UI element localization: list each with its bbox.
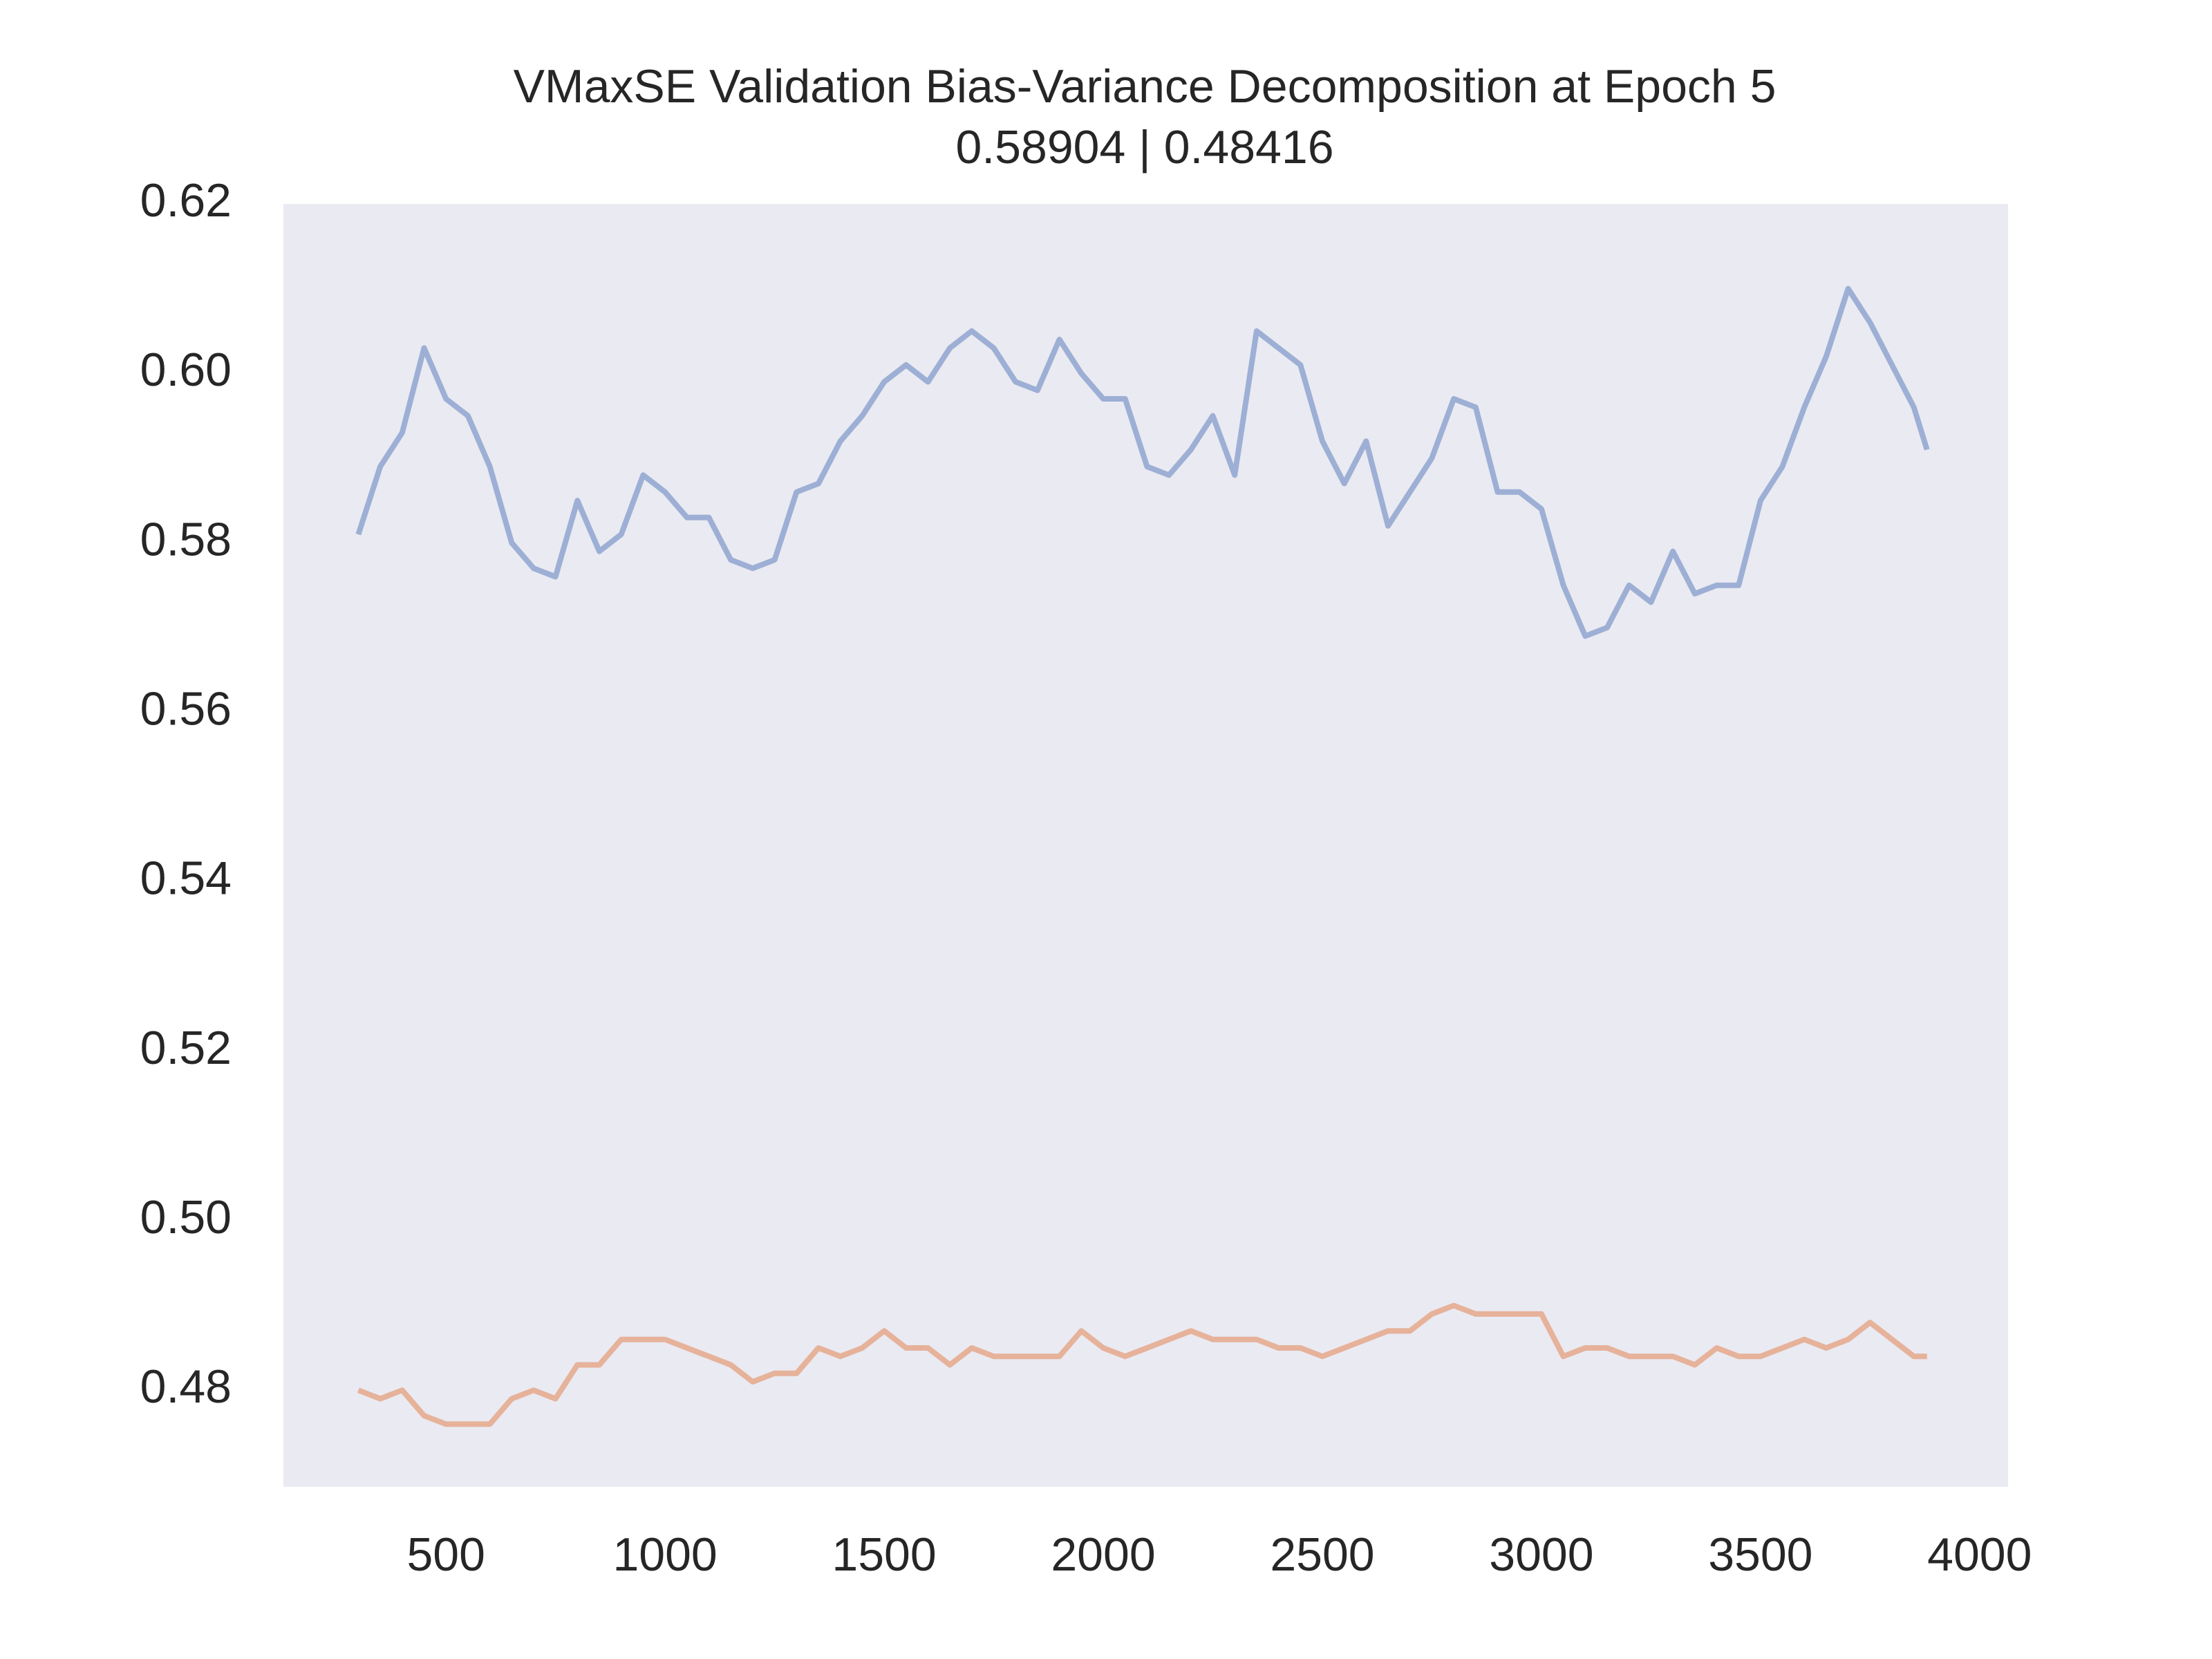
- chart-title: VMaxSE Validation Bias-Variance Decompos…: [514, 60, 1777, 113]
- y-tick-label: 0.60: [140, 344, 232, 396]
- x-tick-label: 500: [406, 1528, 485, 1581]
- y-tick-label: 0.52: [140, 1022, 232, 1074]
- x-tick-label: 3500: [1708, 1528, 1812, 1581]
- chart-subtitle: 0.58904 | 0.48416: [955, 121, 1333, 174]
- data-line: [355, 285, 1930, 639]
- y-tick-label: 0.50: [140, 1191, 232, 1244]
- x-tick-label: 1000: [612, 1528, 717, 1581]
- x-tick-label: 1500: [832, 1528, 936, 1581]
- x-tick-label: 3000: [1489, 1528, 1593, 1581]
- y-tick-label: 0.48: [140, 1360, 232, 1413]
- y-tick-label: 0.62: [140, 174, 232, 227]
- x-tick-label: 2500: [1270, 1528, 1374, 1581]
- x-tick-label: 4000: [1927, 1528, 2032, 1581]
- y-tick-label: 0.54: [140, 852, 232, 905]
- y-tick-label: 0.56: [140, 683, 232, 735]
- plot-area: [283, 204, 2008, 1487]
- x-tick-label: 2000: [1051, 1528, 1155, 1581]
- data-line: [357, 1302, 1927, 1427]
- y-tick-label: 0.58: [140, 513, 232, 565]
